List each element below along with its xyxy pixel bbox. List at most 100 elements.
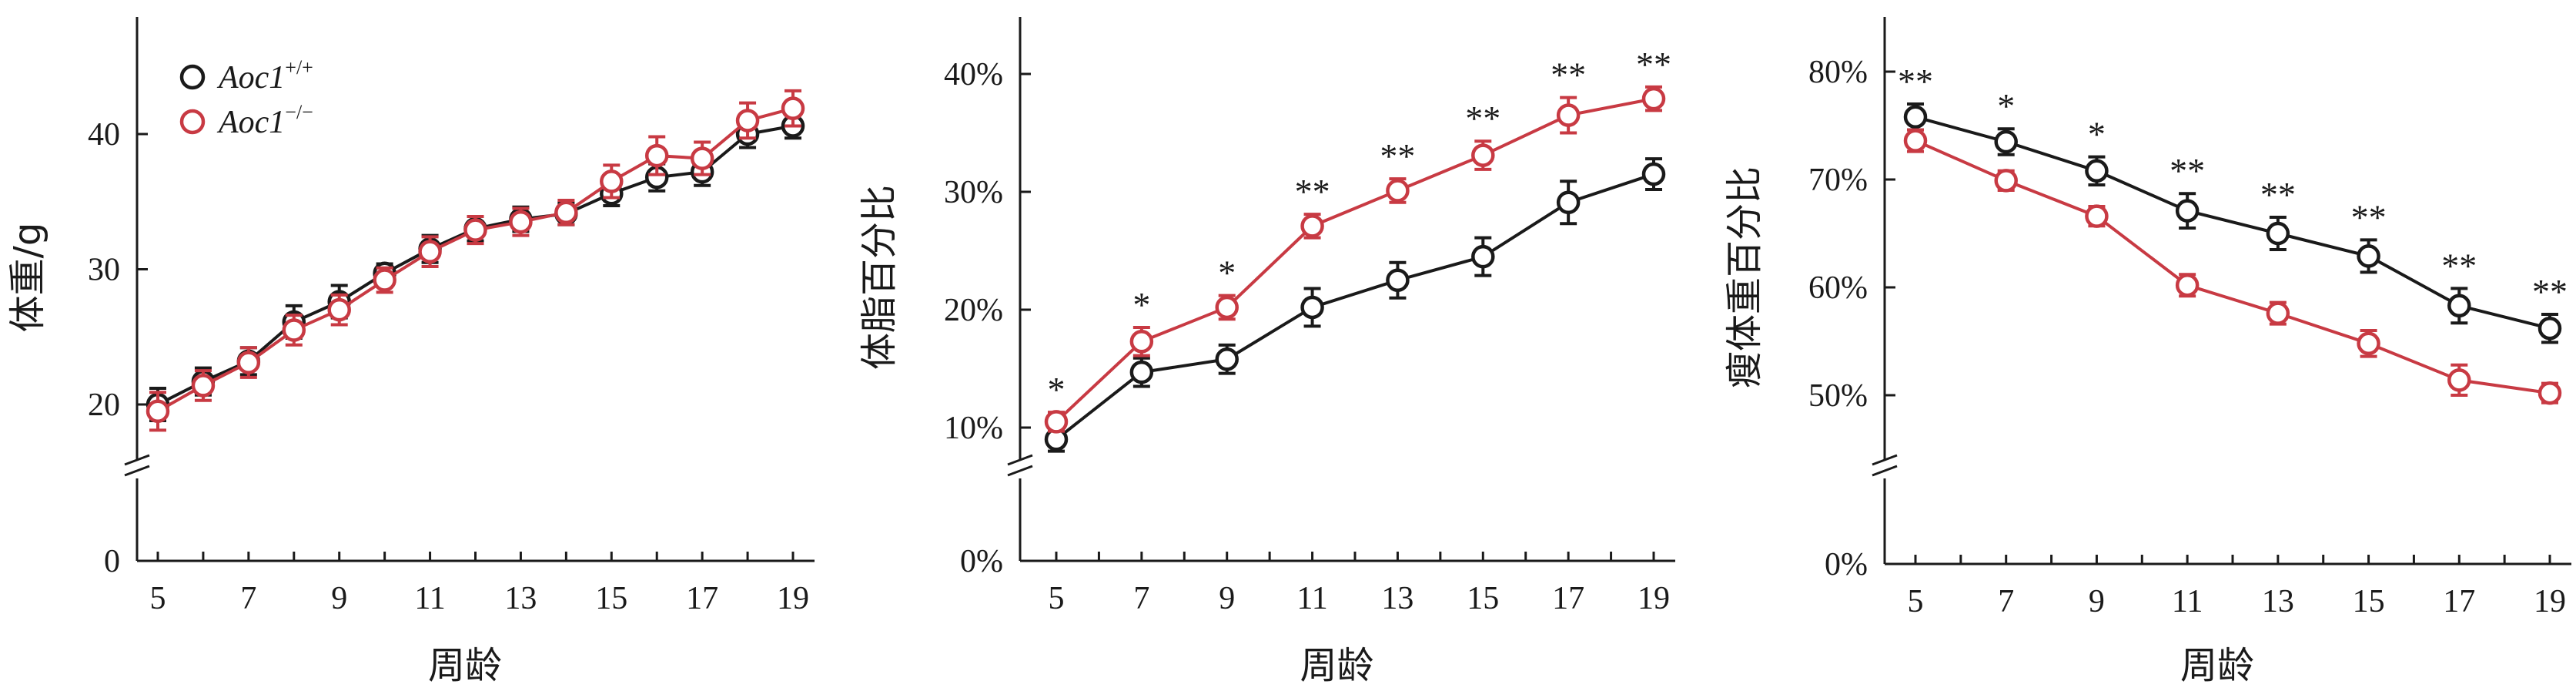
x-tick-label: 15	[1467, 581, 1499, 616]
data-point	[1903, 129, 1928, 153]
data-point	[2266, 301, 2290, 325]
y-axis-title: 瘦体重百分比	[1723, 166, 1766, 388]
x-tick-label: 13	[504, 581, 537, 616]
data-point	[1215, 295, 1239, 320]
series-knockout	[146, 89, 805, 432]
data-point	[2538, 316, 2562, 341]
x-tick-label: 11	[2172, 584, 2203, 619]
data-point	[509, 210, 533, 234]
x-tick-label: 15	[595, 581, 627, 616]
y-tick-label: 60%	[1808, 270, 1868, 306]
axis-break-mark	[1872, 454, 1898, 466]
axis-break-mark	[124, 465, 150, 477]
data-point	[1386, 179, 1410, 203]
data-point	[735, 109, 760, 133]
significance-marker: **	[2532, 272, 2568, 311]
x-axis-title: 周龄	[428, 644, 502, 687]
legend-gene-name: Aoc1	[216, 60, 285, 96]
y-tick-label: 40%	[944, 57, 1003, 92]
series-knockout	[1903, 128, 2562, 405]
data-point	[1044, 410, 1069, 434]
significance-marker: **	[2260, 175, 2296, 214]
x-tick-label: 5	[150, 581, 166, 616]
data-point	[1556, 103, 1581, 127]
x-tick-label: 11	[414, 581, 445, 616]
legend: Aoc1+/+Aoc1−/−	[179, 56, 313, 140]
series-line	[1915, 115, 2551, 331]
data-point	[2175, 273, 2200, 297]
y-tick-label: 40	[88, 117, 120, 153]
x-tick-label: 15	[2353, 584, 2385, 619]
data-point	[2357, 331, 2380, 356]
significance-marker: **	[1636, 45, 1671, 84]
data-point	[463, 218, 487, 242]
legend-genotype: −/−	[285, 101, 313, 123]
x-tick-label: 17	[2443, 584, 2475, 619]
x-tick-label: 17	[1552, 581, 1584, 616]
data-point	[1471, 143, 1495, 167]
series-line	[1055, 173, 1654, 441]
x-tick-label: 5	[1908, 584, 1924, 619]
data-point	[2357, 244, 2380, 268]
data-point	[2085, 204, 2109, 228]
x-tick-label: 13	[2262, 584, 2294, 619]
data-point	[1129, 360, 1154, 384]
y-tick-label: 30%	[944, 175, 1003, 210]
x-tick-label: 9	[2089, 584, 2105, 619]
chart-body-fat-percentage: 0%10%20%30%40%5 7 9 11 13 15 17 19周龄体脂百分比******…	[858, 17, 1675, 687]
y-tick-label: 80%	[1808, 55, 1868, 90]
y-tick-label: 0	[104, 544, 120, 579]
data-point	[1903, 105, 1928, 129]
significance-marker: *	[1048, 370, 1066, 409]
data-point	[1994, 129, 2018, 154]
data-point	[236, 351, 261, 374]
y-axis-title: 体重/g	[6, 223, 49, 333]
x-tick-label: 11	[1296, 581, 1327, 616]
significance-marker: *	[1997, 86, 2015, 126]
series-wild-type	[1903, 102, 2562, 344]
significance-marker: **	[1898, 62, 1933, 101]
data-point	[2447, 294, 2471, 318]
data-point	[418, 240, 442, 263]
legend-gene-name: Aoc1	[216, 105, 285, 140]
data-point	[1641, 86, 1666, 111]
x-tick-label: 7	[1998, 584, 2014, 619]
chart-lean-mass-percentage: 0%50%60%70%80%5 7 9 11 13 15 17 19周龄瘦体重百分比*****…	[1723, 17, 2571, 687]
y-tick-label: 70%	[1808, 163, 1868, 198]
data-point	[146, 399, 170, 424]
data-point	[327, 297, 351, 322]
axis-break-mark	[1007, 465, 1033, 477]
data-point	[1129, 330, 1154, 354]
data-point	[282, 318, 306, 342]
significance-marker: **	[1380, 136, 1415, 176]
data-point	[1215, 347, 1239, 371]
data-point	[2085, 159, 2109, 183]
x-tick-label: 19	[2534, 584, 2566, 619]
data-point	[1556, 190, 1581, 215]
series-line	[1055, 97, 1654, 423]
x-axis-title: 周龄	[1300, 644, 1373, 687]
y-tick-label: 10%	[944, 411, 1003, 446]
data-point	[2175, 199, 2200, 223]
significance-marker: **	[2351, 197, 2387, 237]
y-tick-label: 20	[88, 388, 120, 423]
data-point	[554, 200, 578, 225]
data-point	[781, 96, 805, 120]
data-point	[600, 169, 624, 193]
legend-marker	[179, 109, 206, 135]
x-tick-label: 13	[1381, 581, 1413, 616]
x-axis-title: 周龄	[2180, 644, 2254, 687]
data-point	[1300, 214, 1324, 238]
x-tick-label: 19	[777, 581, 809, 616]
significance-marker: **	[1465, 99, 1500, 138]
x-tick-label: 9	[1219, 581, 1235, 616]
significance-marker: **	[2170, 151, 2205, 190]
data-point	[1641, 162, 1666, 186]
x-tick-label: 17	[686, 581, 718, 616]
legend-marker	[179, 64, 206, 90]
data-point	[1300, 295, 1324, 320]
y-tick-label: 0%	[960, 544, 1003, 579]
y-axis-title: 体脂百分比	[858, 185, 901, 370]
x-tick-label: 7	[1133, 581, 1149, 616]
data-point	[2538, 381, 2562, 405]
